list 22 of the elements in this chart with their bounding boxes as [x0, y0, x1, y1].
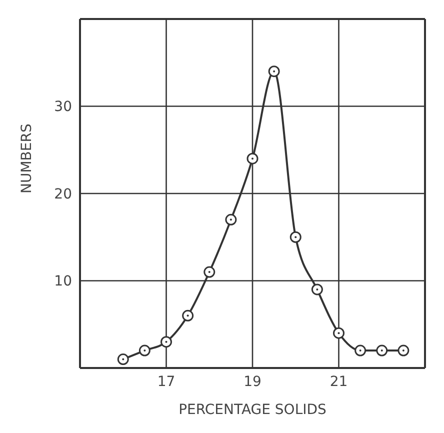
- point: [376, 344, 388, 356]
- y-axis-title: NUMBERS: [18, 124, 35, 194]
- point: [333, 327, 344, 339]
- x-tick-label: 17: [157, 374, 176, 390]
- point: [160, 336, 172, 348]
- y-tick-label: 30: [54, 99, 72, 116]
- x-axis-title: PERCENTAGE SOLIDS: [178, 402, 327, 418]
- point: [246, 152, 258, 164]
- x-tick-label: 19: [244, 374, 262, 390]
- x-tick-label: 21: [330, 374, 348, 390]
- point: [290, 231, 302, 243]
- point: [311, 284, 323, 296]
- point: [268, 66, 280, 78]
- point: [398, 344, 410, 356]
- point: [138, 344, 150, 356]
- point: [225, 214, 237, 226]
- y-tick-label: 20: [54, 186, 72, 202]
- point: [204, 266, 216, 278]
- y-tick-label: 10: [54, 274, 72, 290]
- point: [117, 354, 129, 366]
- point: [182, 310, 194, 322]
- point: [354, 344, 366, 356]
